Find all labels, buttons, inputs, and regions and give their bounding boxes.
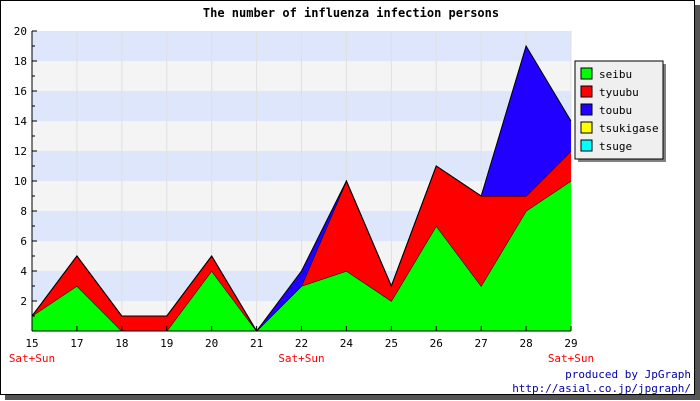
legend-swatch-tsuge (580, 139, 593, 152)
y-tick-label: 10 (14, 175, 27, 188)
y-tick-label: 12 (14, 145, 27, 158)
credit-line-2: http://asial.co.jp/jpgraph/ (512, 382, 691, 395)
legend-swatch-tyuubu (580, 85, 593, 98)
area-seibu (32, 181, 571, 331)
x-tick-label: 19 (160, 337, 173, 350)
y-tick-label: 8 (20, 205, 27, 218)
weekend-labels: Sat+Sun Sat+Sun Sat+Sun (9, 352, 594, 365)
x-tick-label: 27 (475, 337, 488, 350)
y-tick-label: 18 (14, 55, 27, 68)
y-tick-label: 14 (14, 115, 28, 128)
area-outline-toubu (31, 44, 572, 332)
x-tick-label: 20 (205, 337, 218, 350)
weekend-label: Sat+Sun (9, 352, 55, 365)
legend-label-tyuubu: tyuubu (599, 86, 639, 99)
x-tick-label: 25 (385, 337, 398, 350)
area-toubu (32, 46, 571, 331)
legend: seibu tyuubu toubu tsukigase tsuge (574, 60, 666, 162)
x-tick-label: 21 (250, 337, 263, 350)
y-tick-label: 2 (20, 295, 27, 308)
chart-title: The number of influenza infection person… (203, 6, 499, 20)
credit-line-1: produced by JpGraph (565, 368, 691, 381)
x-tick-label: 26 (430, 337, 443, 350)
y-tick-label: 6 (20, 235, 27, 248)
area-tyuubu (32, 151, 571, 331)
chart-frame: 15 17 18 19 20 21 22 24 25 26 27 28 29 2 4 6 8 10 12 14 16 1… (0, 0, 695, 395)
legend-label-tsukigase: tsukigase (599, 122, 659, 135)
y-tick-label: 20 (14, 25, 27, 38)
y-tick-labels: 2 4 6 8 10 12 14 16 18 20 (14, 25, 28, 308)
y-tick-label: 16 (14, 85, 27, 98)
legend-label-toubu: toubu (599, 104, 632, 117)
legend-swatch-tsukigase (580, 121, 593, 134)
legend-swatch-seibu (580, 67, 593, 80)
x-tick-label: 22 (295, 337, 308, 350)
y-tick-label: 4 (20, 265, 27, 278)
x-tick-labels: 15 17 18 19 20 21 22 24 25 26 27 28 29 (25, 337, 577, 350)
weekend-label: Sat+Sun (548, 352, 594, 365)
x-tick-label: 24 (340, 337, 354, 350)
legend-swatch-toubu (580, 103, 593, 116)
weekend-label: Sat+Sun (278, 352, 324, 365)
x-tick-label: 29 (564, 337, 577, 350)
legend-label-seibu: seibu (599, 68, 632, 81)
x-tick-label: 28 (519, 337, 532, 350)
axes (31, 30, 572, 332)
x-tick-label: 17 (70, 337, 83, 350)
x-tick-label: 18 (115, 337, 128, 350)
x-tick-label: 15 (25, 337, 38, 350)
legend-label-tsuge: tsuge (599, 140, 632, 153)
